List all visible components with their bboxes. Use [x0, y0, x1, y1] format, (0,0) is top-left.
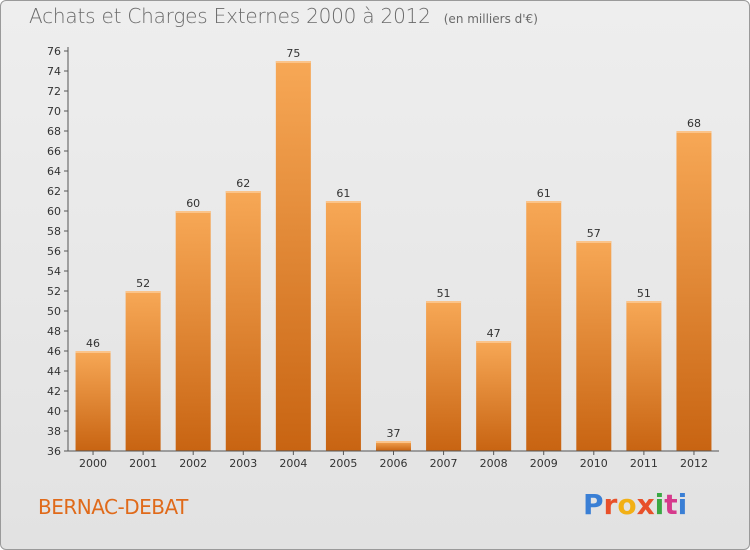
- y-tick-label: 58: [47, 225, 61, 238]
- logo-letter: o: [617, 488, 637, 521]
- bar-value-label: 61: [537, 187, 551, 200]
- logo-letter: i: [677, 488, 688, 521]
- bar-2010: [576, 241, 612, 451]
- bar-2000: [75, 351, 111, 451]
- y-tick-label: 46: [47, 345, 61, 358]
- proxiti-logo[interactable]: Proxiti: [583, 488, 687, 521]
- y-tick-label: 48: [47, 325, 61, 338]
- x-tick-label: 2001: [129, 457, 157, 470]
- bar-value-label: 60: [186, 197, 200, 210]
- y-tick-label: 66: [47, 145, 61, 158]
- bar-highlight: [125, 291, 161, 293]
- y-tick-label: 42: [47, 385, 61, 398]
- bar-highlight: [175, 211, 211, 213]
- x-axis: 2000 2001 2002 2003 2004 2005 2006 2007 2008 2009…: [68, 450, 719, 470]
- y-tick-label: 76: [47, 45, 61, 58]
- logo-letter: P: [583, 488, 604, 521]
- bar-value-label: 68: [687, 117, 701, 130]
- bar-2011: [626, 301, 662, 451]
- bar-2002: [175, 211, 211, 451]
- x-tick-label: 2005: [329, 457, 357, 470]
- bar-highlight: [75, 351, 111, 353]
- bar-2007: [426, 301, 462, 451]
- bar-value-label: 52: [136, 277, 150, 290]
- bar-highlight: [376, 441, 411, 443]
- bar-highlight: [476, 341, 512, 343]
- x-tick-label: 2006: [380, 457, 408, 470]
- x-tick-label: 2000: [79, 457, 107, 470]
- x-tick-label: 2009: [530, 457, 558, 470]
- y-tick-label: 54: [47, 265, 61, 278]
- y-tick-label: 56: [47, 245, 61, 258]
- x-tick-label: 2008: [480, 457, 508, 470]
- y-tick-label: 40: [47, 405, 61, 418]
- bar-value-label: 61: [336, 187, 350, 200]
- bar-value-label: 37: [387, 427, 401, 440]
- y-tick-label: 52: [47, 285, 61, 298]
- y-tick-label: 74: [47, 65, 61, 78]
- bar-highlight: [576, 241, 612, 243]
- bar-2012: [676, 131, 712, 451]
- bar-value-label: 75: [286, 47, 300, 60]
- y-tick-label: 60: [47, 205, 61, 218]
- x-tick-label: 2002: [179, 457, 207, 470]
- y-tick-label: 36: [47, 445, 61, 458]
- x-tick-label: 2003: [229, 457, 257, 470]
- chart-unit: (en milliers d'€): [443, 12, 538, 26]
- bar-2006: [376, 441, 411, 451]
- logo-letter: i: [654, 488, 665, 521]
- y-tick-label: 44: [47, 365, 61, 378]
- y-axis: 36 38 40 42 44 46 48 50 52 54 56 58 60 62 64 66 68 70 72 74…: [47, 45, 69, 458]
- y-tick-label: 68: [47, 125, 61, 138]
- bar-highlight: [325, 201, 361, 203]
- bar-value-label: 47: [487, 327, 501, 340]
- bar-2003: [225, 191, 261, 451]
- bar-2004: [275, 61, 311, 451]
- logo-letter: r: [603, 488, 618, 521]
- bar-2009: [526, 201, 562, 451]
- x-tick-label: 2011: [630, 457, 658, 470]
- bar-2005: [325, 201, 361, 451]
- bar-2008: [476, 341, 512, 451]
- bar-highlight: [275, 61, 311, 63]
- bar-highlight: [526, 201, 562, 203]
- chart-title: Achats et Charges Externes 2000 à 2012: [29, 4, 431, 28]
- logo-letter: x: [636, 488, 655, 521]
- bar-highlight: [426, 301, 462, 303]
- bar-highlight: [676, 131, 712, 133]
- y-tick-label: 50: [47, 305, 61, 318]
- x-tick-label: 2004: [279, 457, 307, 470]
- bar-highlight: [225, 191, 261, 193]
- x-tick-label: 2007: [430, 457, 458, 470]
- bar-value-label: 57: [587, 227, 601, 240]
- bar-2001: [125, 291, 161, 451]
- x-tick-label: 2012: [680, 457, 708, 470]
- x-tick-label: 2010: [580, 457, 608, 470]
- chart-title-block: Achats et Charges Externes 2000 à 2012 (…: [29, 4, 538, 28]
- bar-value-label: 46: [86, 337, 100, 350]
- bar-highlight: [626, 301, 662, 303]
- y-tick-label: 38: [47, 425, 61, 438]
- logo-letter: t: [664, 488, 678, 521]
- y-tick-label: 72: [47, 85, 61, 98]
- bar-value-label: 62: [236, 177, 250, 190]
- y-tick-label: 70: [47, 105, 61, 118]
- bar-value-label: 51: [637, 287, 651, 300]
- bar-value-label: 51: [437, 287, 451, 300]
- place-name: BERNAC-DEBAT: [38, 495, 188, 519]
- y-tick-label: 64: [47, 165, 61, 178]
- y-tick-label: 62: [47, 185, 61, 198]
- bars: 46 52 60 62 75 61 37 51 47 61 57 51 68: [75, 47, 712, 451]
